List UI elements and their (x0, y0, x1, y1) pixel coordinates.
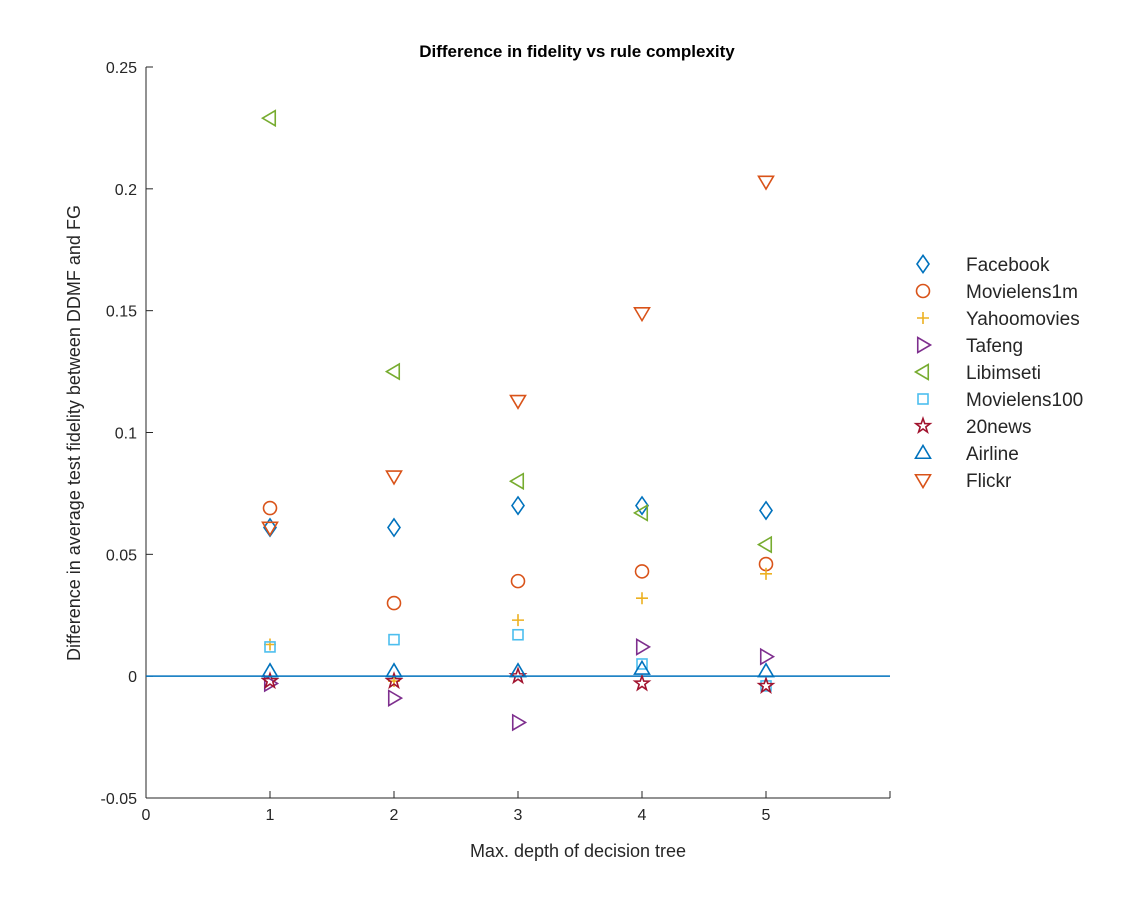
y-tick-label: 0.25 (106, 60, 137, 77)
legend-label-20news: 20news (966, 417, 1032, 438)
point-movielens100 (512, 628, 524, 641)
legend-marker-movielens1m (915, 283, 931, 299)
legend-marker-flickr (914, 473, 932, 490)
legend-label-airline: Airline (966, 444, 1019, 465)
legend-label-yahoomovies: Yahoomovies (966, 309, 1080, 330)
legend-marker-airline (914, 443, 932, 460)
point-flickr (633, 307, 651, 323)
point-libimseti (260, 109, 277, 128)
y-tick-label: 0.05 (106, 547, 137, 564)
point-facebook (511, 495, 525, 516)
y-tick-label: 0.2 (115, 182, 137, 199)
x-tick-label: 2 (390, 807, 399, 824)
point-airline (633, 659, 651, 675)
x-tick-label: 5 (762, 807, 771, 824)
x-tick-label: 4 (638, 807, 647, 824)
point-airline (261, 662, 279, 678)
legend-label-facebook: Facebook (966, 255, 1050, 276)
point-facebook (387, 517, 401, 538)
legend-label-libimseti: Libimseti (966, 363, 1041, 384)
point-movielens100 (264, 641, 276, 653)
point-facebook (759, 500, 773, 521)
y-tick-label: 0 (128, 669, 137, 686)
point-movielens1m (262, 500, 278, 516)
point-facebook (635, 495, 649, 516)
point-movielens100 (388, 633, 400, 646)
y-tick-label: 0.15 (106, 304, 137, 321)
point-flickr (509, 394, 527, 410)
point-libimseti (756, 535, 773, 554)
legend-marker-tafeng (916, 336, 933, 354)
point-20news (260, 671, 280, 690)
point-flickr (261, 521, 279, 537)
point-movielens1m (634, 564, 650, 579)
point-movielens1m (510, 573, 526, 589)
y-tick-label: 0.1 (115, 426, 137, 443)
x-tick-label: 0 (142, 807, 151, 824)
point-libimseti (384, 362, 401, 381)
point-20news (756, 675, 776, 694)
point-airline (509, 662, 527, 678)
y-tick-label: -0.05 (101, 791, 138, 808)
point-tafeng (263, 674, 280, 693)
point-20news (632, 673, 652, 692)
point-tafeng (511, 713, 528, 732)
legend-marker-yahoomovies (917, 312, 929, 324)
point-flickr (757, 175, 775, 191)
legend-label-tafeng: Tafeng (966, 336, 1023, 357)
y-axis-label: Difference in average test fidelity betw… (64, 205, 84, 661)
point-yahoomovies (512, 614, 524, 627)
legend-label-movielens1m: Movielens1m (966, 282, 1078, 303)
point-airline (757, 662, 775, 678)
point-tafeng (387, 689, 404, 707)
point-tafeng (759, 647, 776, 666)
legend-marker-facebook (916, 253, 930, 275)
legend-label-flickr: Flickr (966, 471, 1012, 492)
legend-marker-20news (913, 416, 933, 435)
point-airline (385, 662, 403, 678)
legend-marker-libimseti (913, 363, 930, 381)
point-20news (384, 671, 404, 690)
point-flickr (385, 470, 403, 486)
legend: Facebook Movielens1m Yahoomovies Tafeng Libi… (913, 253, 1083, 492)
legend-marker-movielens100 (917, 393, 929, 405)
x-tick-label: 1 (266, 807, 275, 824)
point-movielens100 (636, 658, 648, 670)
point-yahoomovies (760, 567, 772, 580)
point-libimseti (632, 504, 649, 522)
point-libimseti (508, 472, 525, 491)
x-axis-label: Max. depth of decision tree (470, 841, 686, 861)
chart-title: Difference in fidelity vs rule complexit… (419, 42, 735, 61)
point-yahoomovies (636, 592, 648, 605)
point-movielens1m (386, 595, 402, 611)
point-tafeng (635, 638, 652, 656)
x-tick-label: 3 (514, 807, 523, 824)
plot-marks (260, 109, 776, 732)
point-yahoomovies (264, 638, 276, 651)
legend-label-movielens100: Movielens100 (966, 390, 1083, 411)
